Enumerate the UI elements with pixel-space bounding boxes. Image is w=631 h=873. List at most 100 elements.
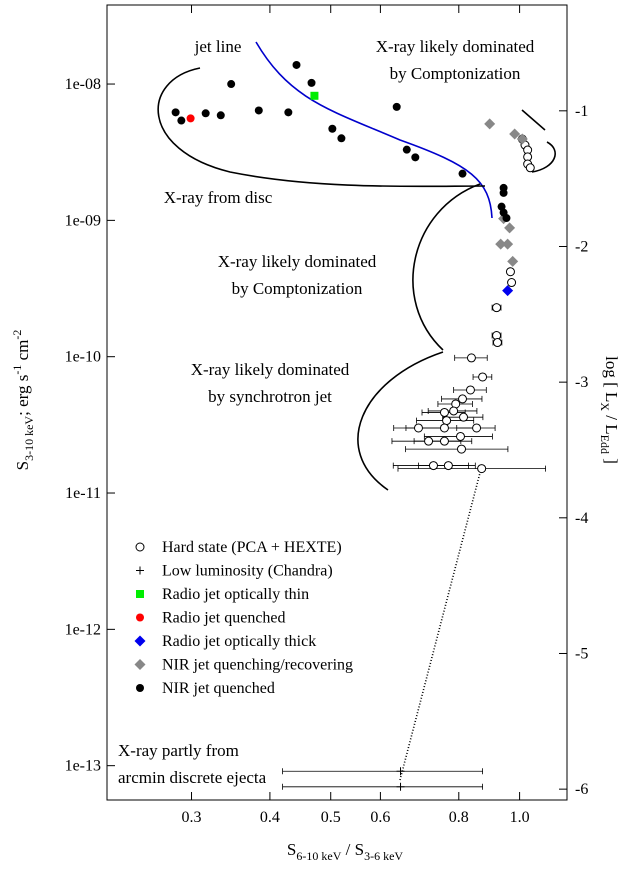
x-error-bar xyxy=(282,783,483,790)
point xyxy=(337,134,346,143)
legend-marker xyxy=(135,542,145,552)
annotation: X-ray likely dominated xyxy=(376,37,535,56)
annotation: by Comptonization xyxy=(232,279,363,298)
y2-axis-label-part: Edd xyxy=(598,435,612,454)
annotation: by synchrotron jet xyxy=(208,387,332,406)
legend-marker xyxy=(134,659,146,670)
legend-label: Hard state (PCA + HEXTE) xyxy=(162,539,342,556)
synchrotron-region-curve xyxy=(357,351,444,491)
point xyxy=(459,412,469,422)
y-tick-label: 1e-11 xyxy=(65,485,101,502)
point xyxy=(443,461,453,471)
point xyxy=(216,111,225,120)
compton-region-curve xyxy=(531,141,556,173)
y-axis-label-part: S xyxy=(13,461,32,470)
point xyxy=(428,461,438,471)
point xyxy=(396,782,405,791)
point xyxy=(439,423,449,433)
point xyxy=(458,394,468,404)
point xyxy=(171,108,180,117)
point xyxy=(457,444,467,454)
y-axis-label-part: 3-10 keV xyxy=(22,416,36,461)
y-axis-label-part: -1 xyxy=(10,365,24,375)
point xyxy=(455,431,465,441)
legend-label: Radio jet optically thin xyxy=(162,586,309,603)
y-axis-label-part: cm xyxy=(13,340,32,365)
x-tick-label: 0.4 xyxy=(260,809,280,826)
y-tick-label: 1e-13 xyxy=(65,758,101,775)
point xyxy=(186,114,195,123)
x-tick-label: 0.3 xyxy=(182,809,202,826)
disc-region-curve xyxy=(157,67,486,188)
x-axis-label-part: / S xyxy=(341,840,364,859)
point xyxy=(478,372,488,382)
annotation: X-ray from disc xyxy=(164,188,273,207)
point xyxy=(466,353,476,363)
legend-label: Low luminosity (Chandra) xyxy=(162,563,333,580)
point xyxy=(449,406,459,416)
x-axis-label: S6-10 keV / S3-6 keV xyxy=(287,840,403,863)
y2-tick-label: -5 xyxy=(575,645,588,662)
legend-marker xyxy=(136,566,144,575)
legend-label: NIR jet quenching/recovering xyxy=(162,657,353,674)
point xyxy=(413,423,423,433)
point xyxy=(504,222,516,234)
point xyxy=(328,124,337,133)
y2-axis-label-part: ] xyxy=(602,454,621,464)
x-tick-label: 0.5 xyxy=(321,809,341,826)
annotation: X-ray likely dominated xyxy=(218,252,377,271)
point xyxy=(495,238,507,250)
point xyxy=(502,285,514,297)
y2-axis-label-part: X xyxy=(598,402,612,411)
point xyxy=(292,60,301,69)
point xyxy=(492,303,502,313)
point xyxy=(516,133,528,145)
point xyxy=(458,169,467,178)
y2-axis-label-part: / L xyxy=(602,411,621,435)
point xyxy=(310,91,319,100)
point xyxy=(509,128,521,140)
annotation: by Comptonization xyxy=(390,64,521,83)
y-tick-label: 1e-08 xyxy=(65,76,101,93)
point xyxy=(284,108,293,117)
point xyxy=(402,145,411,154)
annotation: jet line xyxy=(194,37,242,56)
point xyxy=(505,267,515,277)
point xyxy=(396,767,405,776)
point xyxy=(411,153,420,162)
compton-region-curve xyxy=(412,183,481,351)
y-axis-label: S3-10 keV; erg s-1 cm-2 xyxy=(10,330,36,471)
x-error-bar xyxy=(405,446,509,453)
y-axis-label-part: -2 xyxy=(10,330,24,340)
point xyxy=(465,385,475,395)
x-axis-label-part: 6-10 keV xyxy=(296,849,341,863)
y2-tick-label: -6 xyxy=(575,781,588,798)
y-tick-label: 1e-10 xyxy=(65,349,101,366)
legend-marker xyxy=(136,684,144,692)
region-curves xyxy=(157,41,556,781)
point xyxy=(525,163,535,173)
point xyxy=(502,238,514,250)
point xyxy=(507,255,519,267)
point xyxy=(499,188,508,197)
point xyxy=(424,436,434,446)
legend-label: NIR jet quenched xyxy=(162,680,275,697)
y2-tick-label: -2 xyxy=(575,238,588,255)
y2-axis-label-part: log [ L xyxy=(602,356,621,402)
x-error-bar xyxy=(397,465,546,472)
point xyxy=(254,106,263,115)
point xyxy=(307,78,316,87)
point xyxy=(507,278,517,288)
legend-marker xyxy=(136,613,144,622)
annotation: arcmin discrete ejecta xyxy=(118,768,267,787)
x-tick-label: 1.0 xyxy=(510,809,530,826)
x-axis-label-part: 3-6 keV xyxy=(364,849,403,863)
legend-marker xyxy=(136,590,144,598)
point xyxy=(439,436,449,446)
annotation: X-ray likely dominated xyxy=(191,360,350,379)
point xyxy=(492,338,502,348)
point xyxy=(439,407,449,417)
y2-axis-label: log [ LX / LEdd ] xyxy=(598,356,621,464)
annotation: X-ray partly from xyxy=(118,741,239,760)
